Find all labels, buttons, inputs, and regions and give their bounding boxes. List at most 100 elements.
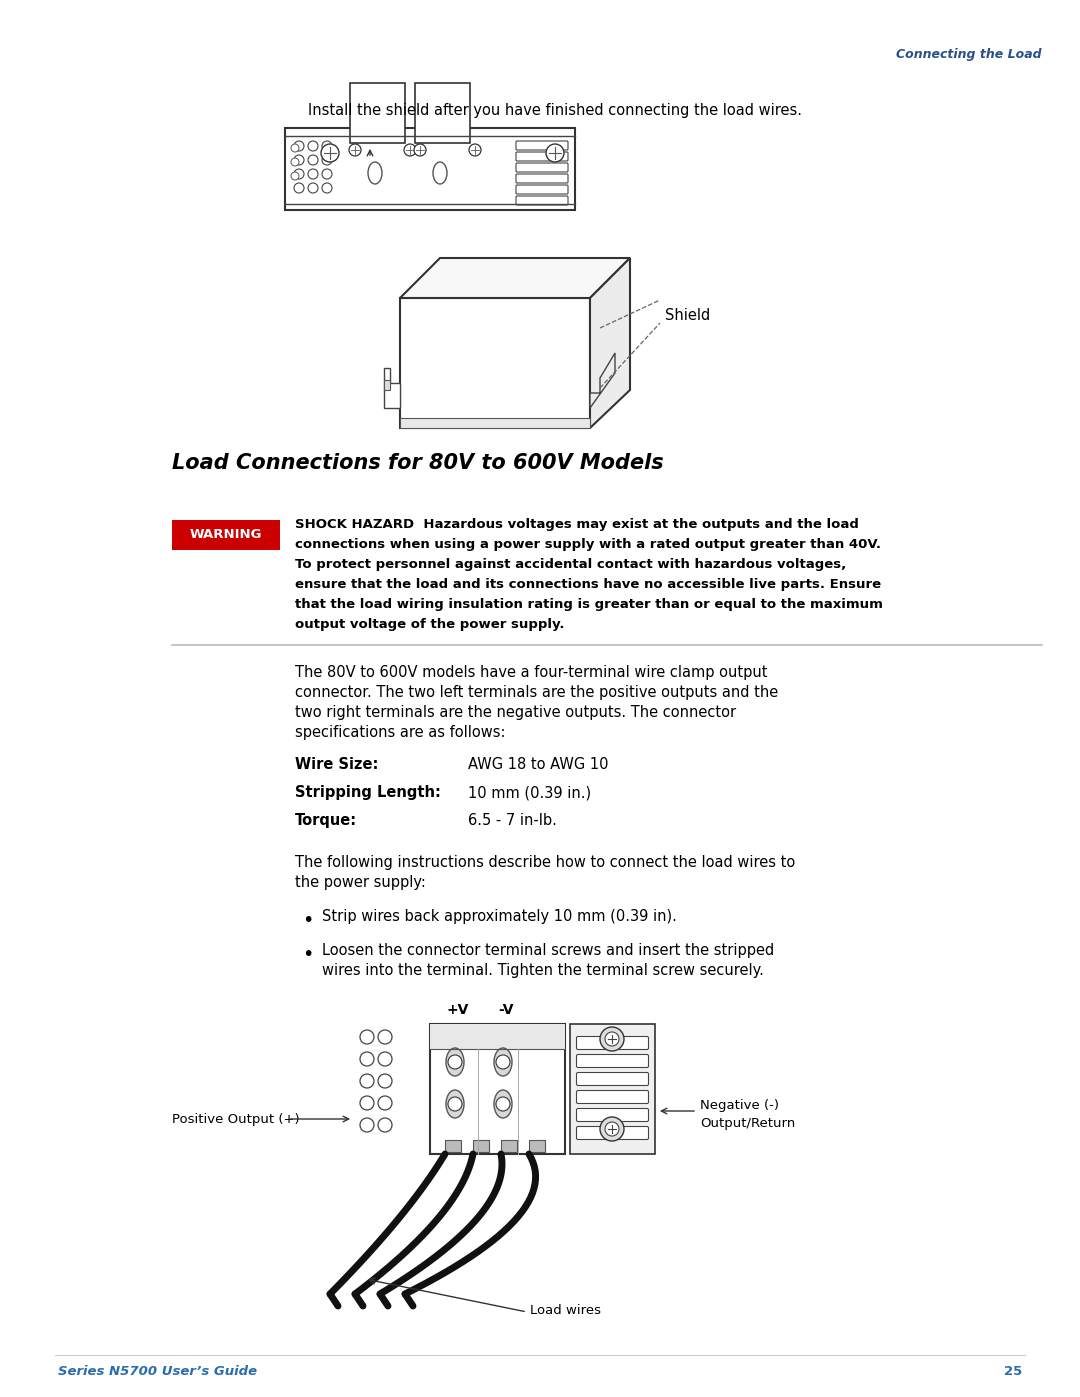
Text: -V: -V: [498, 1003, 514, 1017]
Bar: [529, 1140, 545, 1153]
Circle shape: [378, 1097, 392, 1111]
Text: 10 mm (0.39 in.): 10 mm (0.39 in.): [468, 785, 591, 800]
Circle shape: [360, 1118, 374, 1132]
Circle shape: [605, 1032, 619, 1046]
Circle shape: [360, 1074, 374, 1088]
Circle shape: [546, 144, 564, 162]
Circle shape: [448, 1097, 462, 1111]
Circle shape: [308, 155, 318, 165]
Text: The following instructions describe how to connect the load wires to: The following instructions describe how …: [295, 855, 795, 870]
Text: Wire Size:: Wire Size:: [295, 757, 378, 773]
Circle shape: [469, 144, 481, 156]
FancyBboxPatch shape: [577, 1055, 648, 1067]
Text: specifications are as follows:: specifications are as follows:: [295, 725, 505, 740]
Text: Positive Output (+): Positive Output (+): [172, 1112, 299, 1126]
Text: To protect personnel against accidental contact with hazardous voltages,: To protect personnel against accidental …: [295, 557, 847, 571]
Circle shape: [349, 144, 361, 156]
Text: that the load wiring insulation rating is greater than or equal to the maximum: that the load wiring insulation rating i…: [295, 598, 882, 610]
Bar: [350, 82, 405, 142]
Text: connections when using a power supply with a rated output greater than 40V.: connections when using a power supply wi…: [295, 538, 881, 550]
Circle shape: [496, 1097, 510, 1111]
Circle shape: [448, 1055, 462, 1069]
Bar: [445, 1140, 461, 1153]
Circle shape: [605, 1122, 619, 1136]
Circle shape: [322, 141, 332, 151]
Circle shape: [294, 183, 303, 193]
Text: two right terminals are the negative outputs. The connector: two right terminals are the negative out…: [295, 705, 737, 719]
Circle shape: [360, 1052, 374, 1066]
Text: wires into the terminal. Tighten the terminal screw securely.: wires into the terminal. Tighten the ter…: [322, 963, 764, 978]
Circle shape: [360, 1097, 374, 1111]
Text: WARNING: WARNING: [190, 528, 262, 542]
Circle shape: [404, 144, 416, 156]
Text: the power supply:: the power supply:: [295, 875, 426, 890]
Ellipse shape: [494, 1090, 512, 1118]
Text: Load wires: Load wires: [530, 1303, 600, 1317]
Circle shape: [322, 169, 332, 179]
Circle shape: [321, 144, 339, 162]
Text: Strip wires back approximately 10 mm (0.39 in).: Strip wires back approximately 10 mm (0.…: [322, 909, 677, 923]
Text: AWG 18 to AWG 10: AWG 18 to AWG 10: [468, 757, 608, 773]
Text: Install the shield after you have finished connecting the load wires.: Install the shield after you have finish…: [308, 103, 802, 117]
Text: 25: 25: [1003, 1365, 1022, 1377]
FancyBboxPatch shape: [577, 1091, 648, 1104]
FancyBboxPatch shape: [516, 184, 568, 194]
Bar: [172, 520, 280, 550]
Bar: [473, 1140, 489, 1153]
Circle shape: [414, 144, 426, 156]
Text: Torque:: Torque:: [295, 813, 357, 828]
Bar: [501, 1140, 517, 1153]
FancyBboxPatch shape: [516, 163, 568, 172]
Circle shape: [496, 1055, 510, 1069]
Bar: [430, 1024, 565, 1049]
Bar: [415, 82, 470, 142]
FancyBboxPatch shape: [516, 175, 568, 183]
Circle shape: [378, 1074, 392, 1088]
Bar: [430, 1024, 565, 1154]
Ellipse shape: [446, 1090, 464, 1118]
Text: Series N5700 User’s Guide: Series N5700 User’s Guide: [58, 1365, 257, 1377]
Circle shape: [291, 158, 299, 166]
Text: 6.5 - 7 in-lb.: 6.5 - 7 in-lb.: [468, 813, 557, 828]
Circle shape: [378, 1052, 392, 1066]
Text: Stripping Length:: Stripping Length:: [295, 785, 441, 800]
FancyBboxPatch shape: [516, 141, 568, 149]
Circle shape: [378, 1030, 392, 1044]
Ellipse shape: [433, 162, 447, 184]
Text: Negative (-)
Output/Return: Negative (-) Output/Return: [700, 1099, 795, 1130]
Circle shape: [308, 141, 318, 151]
Polygon shape: [590, 258, 630, 427]
Text: •: •: [302, 911, 313, 930]
FancyBboxPatch shape: [577, 1073, 648, 1085]
Polygon shape: [400, 258, 630, 298]
Bar: [285, 129, 575, 210]
FancyBboxPatch shape: [577, 1126, 648, 1140]
Circle shape: [600, 1027, 624, 1051]
Circle shape: [291, 172, 299, 180]
Text: +V: +V: [447, 1003, 469, 1017]
FancyBboxPatch shape: [577, 1108, 648, 1122]
Circle shape: [294, 141, 303, 151]
Polygon shape: [400, 298, 590, 427]
Polygon shape: [400, 418, 590, 427]
Text: Shield: Shield: [665, 307, 711, 323]
Circle shape: [322, 183, 332, 193]
Text: SHOCK HAZARD  Hazardous voltages may exist at the outputs and the load: SHOCK HAZARD Hazardous voltages may exis…: [295, 518, 859, 531]
Text: Connecting the Load: Connecting the Load: [896, 47, 1042, 61]
Polygon shape: [384, 380, 390, 390]
Bar: [570, 1024, 654, 1154]
Text: The 80V to 600V models have a four-terminal wire clamp output: The 80V to 600V models have a four-termi…: [295, 665, 768, 680]
Circle shape: [308, 169, 318, 179]
Polygon shape: [384, 367, 400, 408]
Ellipse shape: [494, 1048, 512, 1076]
Circle shape: [600, 1118, 624, 1141]
Circle shape: [378, 1118, 392, 1132]
FancyBboxPatch shape: [516, 152, 568, 161]
FancyBboxPatch shape: [577, 1037, 648, 1049]
Circle shape: [322, 155, 332, 165]
Circle shape: [291, 144, 299, 152]
FancyBboxPatch shape: [516, 196, 568, 205]
Text: •: •: [302, 944, 313, 964]
Ellipse shape: [446, 1048, 464, 1076]
Text: Load Connections for 80V to 600V Models: Load Connections for 80V to 600V Models: [172, 453, 663, 474]
